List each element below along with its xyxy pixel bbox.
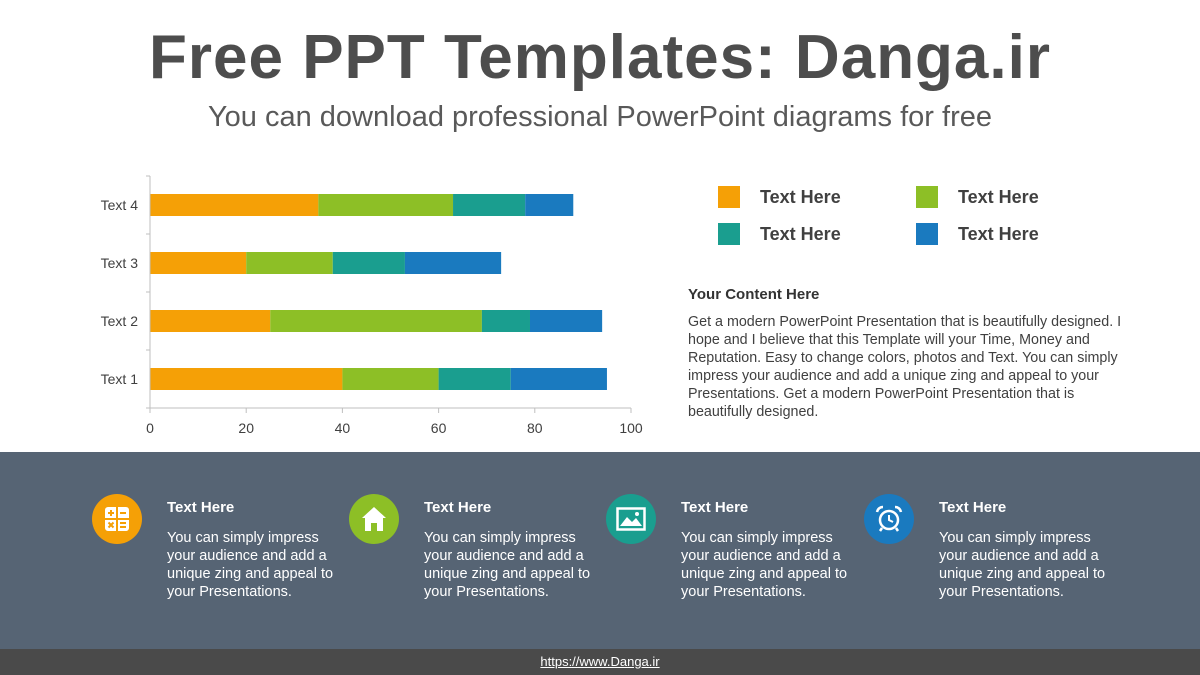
feature-card: Text Here You can simply impress your au… [606, 494, 856, 614]
feature-text: You can simply impress your audience and… [681, 530, 848, 600]
footer-link[interactable]: https://www.Danga.ir [540, 654, 660, 669]
stacked-bar-chart: Text 1 Text 2 Text 3 Text 4 0 20 40 60 80 100 [101, 175, 643, 436]
x-tick-label: 0 [146, 420, 154, 436]
bar-segment [529, 310, 603, 332]
y-tick-label: Text 3 [101, 255, 139, 271]
legend-item: Text Here [718, 185, 841, 209]
bar-segment [332, 252, 405, 274]
bar-segment [404, 252, 502, 274]
feature-card: Text Here You can simply impress your au… [92, 494, 342, 614]
legend-item: Text Here [916, 185, 1039, 209]
y-tick-label: Text 2 [101, 313, 139, 329]
image-icon [606, 494, 656, 544]
y-tick-label: Text 4 [101, 197, 139, 213]
legend-item: Text Here [916, 222, 1039, 246]
legend-label: Text Here [958, 223, 1039, 244]
y-tick-label: Text 1 [101, 371, 139, 387]
bar-segment [481, 310, 530, 332]
x-tick-label: 60 [431, 420, 447, 436]
feature-card: Text Here You can simply impress your au… [864, 494, 1114, 614]
legend-swatch [718, 223, 740, 245]
legend-label: Text Here [760, 186, 841, 207]
legend-label: Text Here [760, 223, 841, 244]
feature-title: Text Here [424, 499, 492, 516]
page-title: Free PPT Templates: Danga.ir [149, 23, 1051, 92]
content-title: Your Content Here [688, 286, 820, 303]
feature-title: Text Here [681, 499, 749, 516]
feature-band [0, 452, 1200, 649]
bar-segment [150, 368, 343, 390]
legend-item: Text Here [718, 222, 841, 246]
x-tick-label: 100 [619, 420, 643, 436]
alarm-clock-icon [864, 494, 914, 544]
feature-text: You can simply impress your audience and… [167, 530, 334, 600]
bar-segment [150, 252, 247, 274]
feature-text: You can simply impress your audience and… [939, 530, 1106, 600]
feature-text: You can simply impress your audience and… [424, 530, 591, 600]
legend-swatch [718, 186, 740, 208]
feature-card: Text Here You can simply impress your au… [349, 494, 599, 614]
legend-swatch [916, 223, 938, 245]
bar-segment [342, 368, 439, 390]
calculator-icon [92, 494, 142, 544]
bar-segment [438, 368, 511, 390]
page-subtitle: You can download professional PowerPoint… [207, 101, 992, 133]
bar-segment [525, 194, 574, 216]
x-tick-label: 40 [335, 420, 351, 436]
x-tick-label: 20 [238, 420, 254, 436]
legend-label: Text Here [958, 186, 1039, 207]
content-body: Get a modern PowerPoint Presentation tha… [688, 314, 1122, 420]
bar-segment [246, 252, 333, 274]
home-icon [349, 494, 399, 544]
chart-legend: Text Here Text Here Text Here Text Here [718, 185, 1118, 255]
x-tick-label: 80 [527, 420, 543, 436]
legend-swatch [916, 186, 938, 208]
bar-segment [150, 310, 271, 332]
feature-title: Text Here [167, 499, 235, 516]
bar-segment [270, 310, 482, 332]
bar-segment [453, 194, 526, 216]
bar-segment [510, 368, 607, 390]
footer-bar: https://www.Danga.ir [0, 649, 1200, 675]
feature-title: Text Here [939, 499, 1007, 516]
bar-segment [318, 194, 454, 216]
bar-segment [150, 194, 319, 216]
